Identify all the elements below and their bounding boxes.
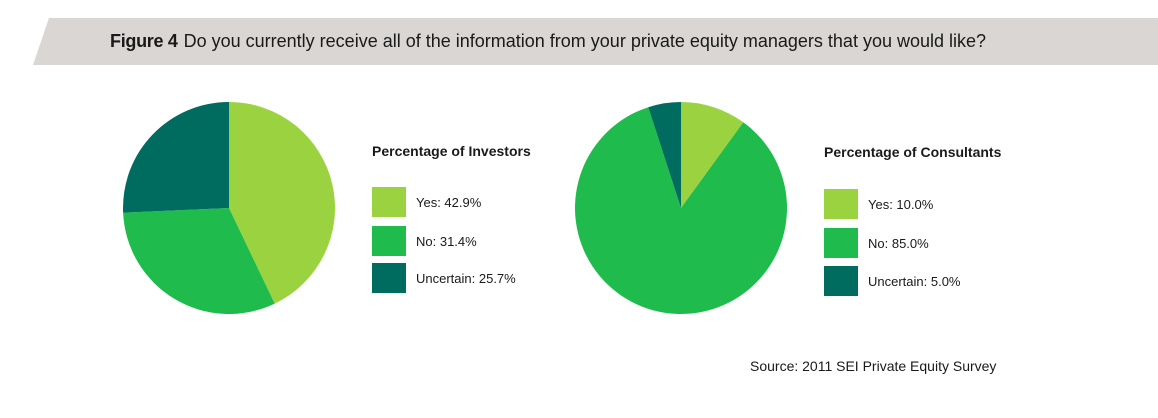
consultants-slice-yes <box>681 102 744 208</box>
investors-slice-no <box>123 208 275 314</box>
consultants-legend-title: Percentage of Consultants <box>824 144 1002 160</box>
header-band <box>33 18 1158 65</box>
figure-heading: Figure 4 Do you currently receive all of … <box>110 31 986 52</box>
legend-label-uncertain: Uncertain: 25.7% <box>416 270 516 286</box>
consultants-legend-uncertain: Uncertain: 5.0% <box>824 266 961 296</box>
investors-slice-yes <box>229 102 336 304</box>
figure-label: Figure 4 <box>110 31 178 51</box>
legend-label-yes: Yes: 10.0% <box>868 196 934 212</box>
legend-swatch-uncertain <box>824 266 858 296</box>
investors-legend-yes: Yes: 42.9% <box>372 187 481 217</box>
legend-label-yes: Yes: 42.9% <box>416 194 482 210</box>
consultants-legend-yes: Yes: 10.0% <box>824 189 933 219</box>
investors-legend-uncertain: Uncertain: 25.7% <box>372 263 516 293</box>
investors-legend-title: Percentage of Investors <box>372 143 531 159</box>
figure-question: Do you currently receive all of the info… <box>183 31 987 51</box>
legend-label-uncertain: Uncertain: 5.0% <box>868 273 961 289</box>
investors-pie-chart <box>123 102 336 314</box>
legend-label-no: No: 31.4% <box>416 233 477 249</box>
legend-swatch-no <box>824 228 858 258</box>
consultants-slice-no <box>575 107 787 314</box>
source-note: Source: 2011 SEI Private Equity Survey <box>750 358 997 374</box>
legend-swatch-yes <box>824 189 858 219</box>
legend-swatch-no <box>372 226 406 256</box>
investors-legend-no: No: 31.4% <box>372 226 477 256</box>
investors-slice-uncertain <box>123 102 229 213</box>
consultants-legend-no: No: 85.0% <box>824 228 929 258</box>
legend-swatch-yes <box>372 187 406 217</box>
legend-label-no: No: 85.0% <box>868 235 929 251</box>
consultants-pie-chart <box>575 102 787 314</box>
legend-swatch-uncertain <box>372 263 406 293</box>
consultants-slice-uncertain <box>648 102 681 208</box>
